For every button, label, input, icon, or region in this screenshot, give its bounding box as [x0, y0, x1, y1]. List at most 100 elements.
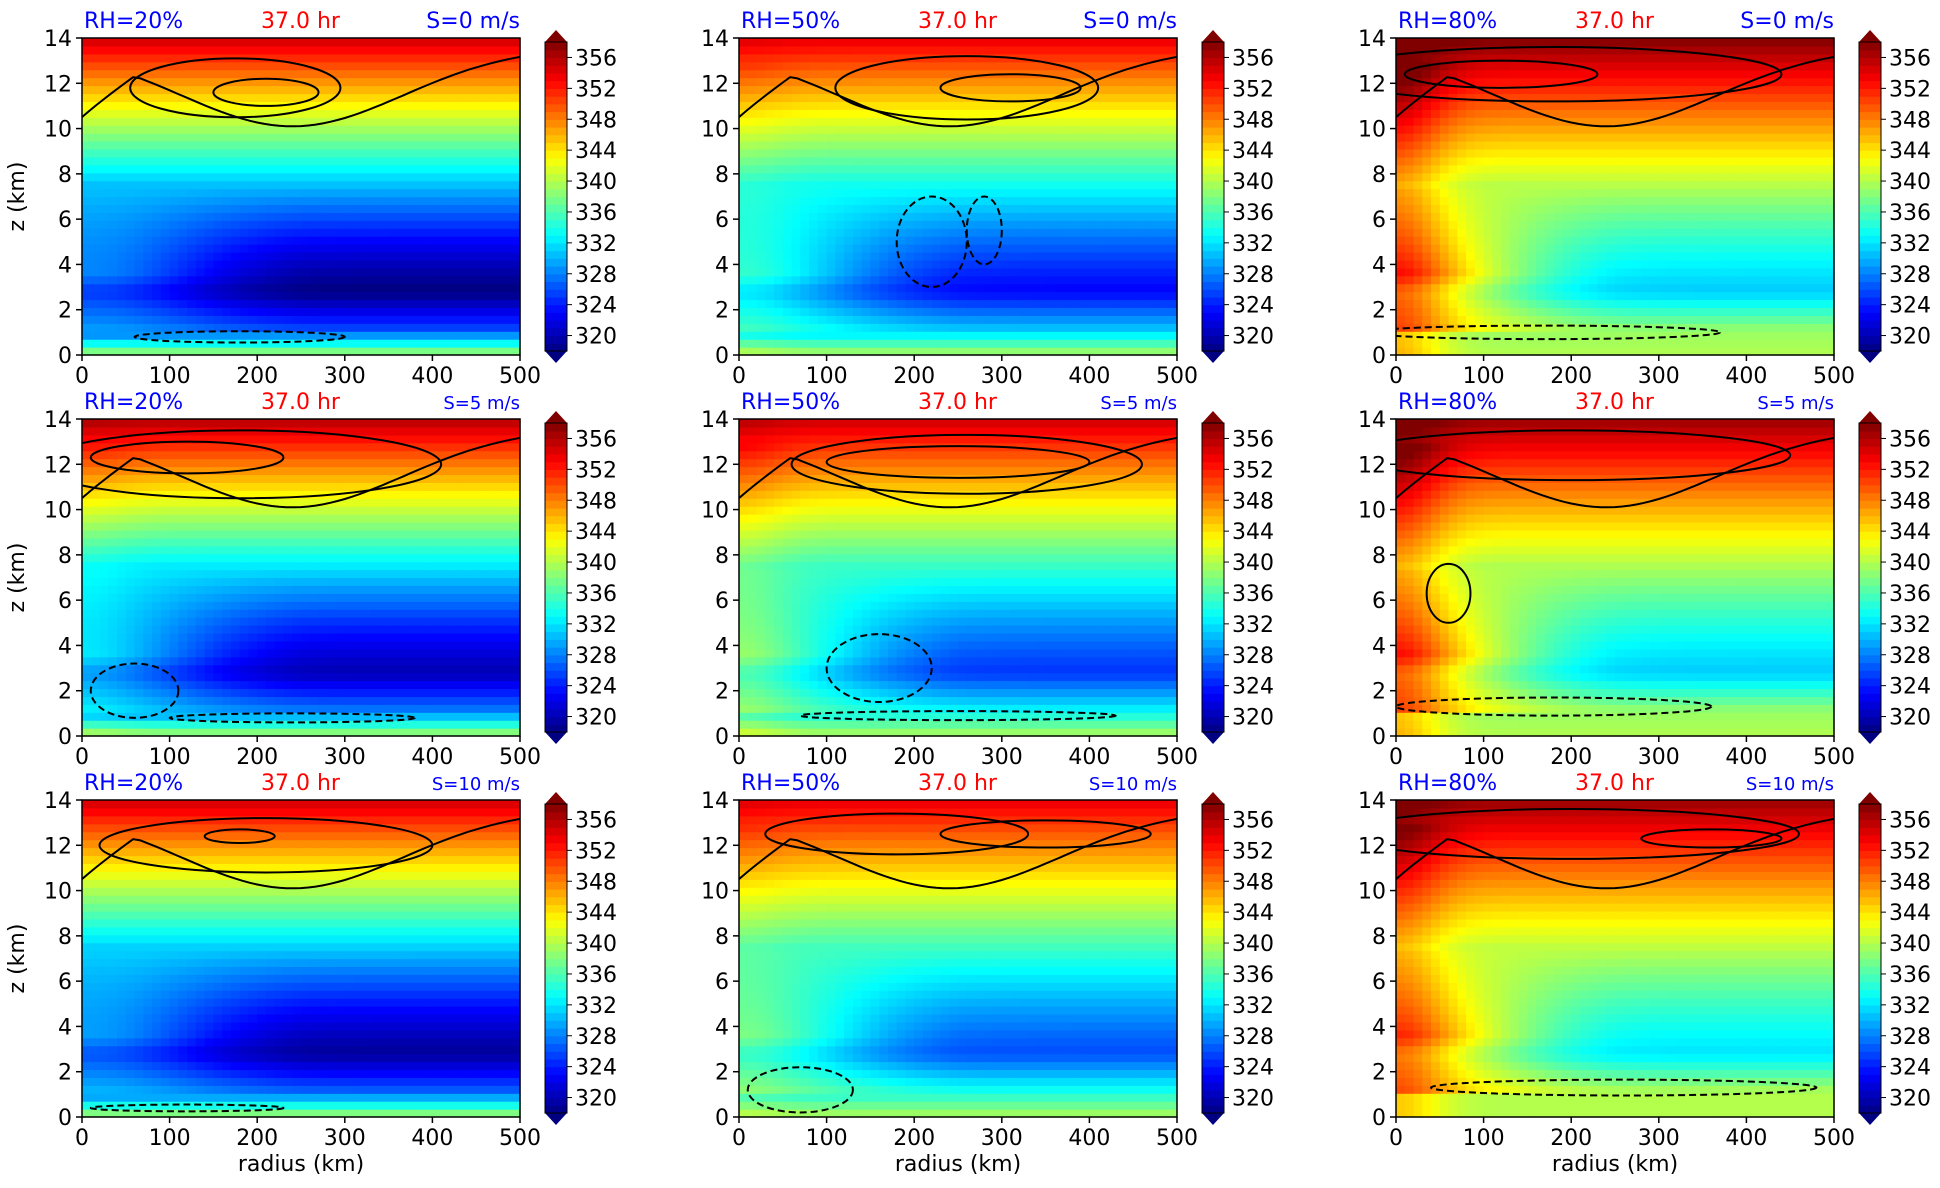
field-cell [862, 54, 871, 63]
field-cell [1554, 292, 1563, 301]
field-cell [940, 204, 949, 213]
field-cell [783, 236, 792, 245]
field-cell [371, 54, 380, 63]
field-cell [371, 331, 380, 340]
field-cell [1081, 252, 1090, 261]
field-cell [292, 307, 301, 316]
field-cell [1527, 62, 1536, 71]
field-cell [1159, 141, 1168, 150]
field-cell [739, 204, 748, 213]
colorbar-tick-label: 324 [1232, 294, 1274, 319]
field-cell [748, 204, 757, 213]
field-cell [336, 323, 345, 332]
field-cell [152, 38, 161, 47]
field-cell [1492, 101, 1501, 110]
field-cell [397, 307, 406, 316]
field-cell [248, 70, 257, 79]
field-cell [940, 268, 949, 277]
field-cell [1098, 117, 1107, 126]
field-cell [1484, 220, 1493, 229]
field-cell [818, 284, 827, 293]
field-cell [835, 109, 844, 118]
field-cell [748, 93, 757, 102]
field-cell [888, 292, 897, 301]
field-cell [1011, 149, 1020, 158]
field-cell [205, 268, 214, 277]
field-cell [827, 339, 836, 348]
field-cell [143, 38, 152, 47]
field-cell [949, 220, 958, 229]
field-cell [459, 300, 468, 309]
field-cell [494, 181, 503, 190]
colorbar-segment [1202, 305, 1224, 313]
field-cell [100, 268, 109, 277]
field-cell [476, 125, 485, 134]
field-cell [135, 197, 144, 206]
field-cell [213, 212, 222, 221]
field-cell [231, 125, 240, 134]
field-cell [371, 157, 380, 166]
field-cell [1054, 339, 1063, 348]
field-cell [397, 86, 406, 95]
field-cell [1116, 300, 1125, 309]
field-cell [222, 70, 231, 79]
field-cell [187, 220, 196, 229]
field-cell [1396, 284, 1405, 293]
field-cell [853, 307, 862, 316]
field-cell [494, 212, 503, 221]
field-cell [222, 157, 231, 166]
field-cell [1028, 307, 1037, 316]
field-cell [748, 189, 757, 198]
field-cell [1457, 284, 1466, 293]
field-cell [178, 236, 187, 245]
field-cell [467, 117, 476, 126]
field-cell [1449, 109, 1458, 118]
field-cell [862, 236, 871, 245]
field-cell [818, 323, 827, 332]
field-cell [818, 189, 827, 198]
field-cell [739, 331, 748, 340]
field-cell [406, 276, 415, 285]
field-cell [91, 78, 100, 87]
field-cell [327, 133, 336, 142]
colorbar-segment [1202, 57, 1224, 65]
field-cell [757, 173, 766, 182]
field-cell [424, 125, 433, 134]
field-cell [1151, 292, 1160, 301]
field-cell [1011, 46, 1020, 55]
field-cell [1554, 315, 1563, 324]
field-cell [1151, 173, 1160, 182]
field-cell [1168, 78, 1177, 87]
field-cell [91, 212, 100, 221]
field-cell [1501, 315, 1510, 324]
field-cell [502, 133, 511, 142]
field-cell [800, 228, 809, 237]
field-cell [1431, 276, 1440, 285]
field-cell [1089, 228, 1098, 237]
field-cell [818, 125, 827, 134]
field-cell [108, 197, 117, 206]
field-cell [1046, 220, 1055, 229]
field-cell [126, 252, 135, 261]
field-cell [949, 109, 958, 118]
field-cell [809, 62, 818, 71]
field-cell [467, 315, 476, 324]
field-cell [1142, 46, 1151, 55]
field-cell [1501, 117, 1510, 126]
field-cell [432, 157, 441, 166]
field-cell [450, 307, 459, 316]
field-cell [1457, 133, 1466, 142]
field-cell [844, 125, 853, 134]
colorbar-segment [1202, 181, 1224, 189]
field-cell [914, 220, 923, 229]
field-cell [415, 228, 424, 237]
field-cell [152, 70, 161, 79]
field-cell [450, 54, 459, 63]
field-cell [1449, 173, 1458, 182]
field-cell [1107, 133, 1116, 142]
field-cell [1431, 173, 1440, 182]
field-cell [792, 46, 801, 55]
field-cell [1449, 228, 1458, 237]
field-cell [1142, 276, 1151, 285]
field-cell [450, 86, 459, 95]
